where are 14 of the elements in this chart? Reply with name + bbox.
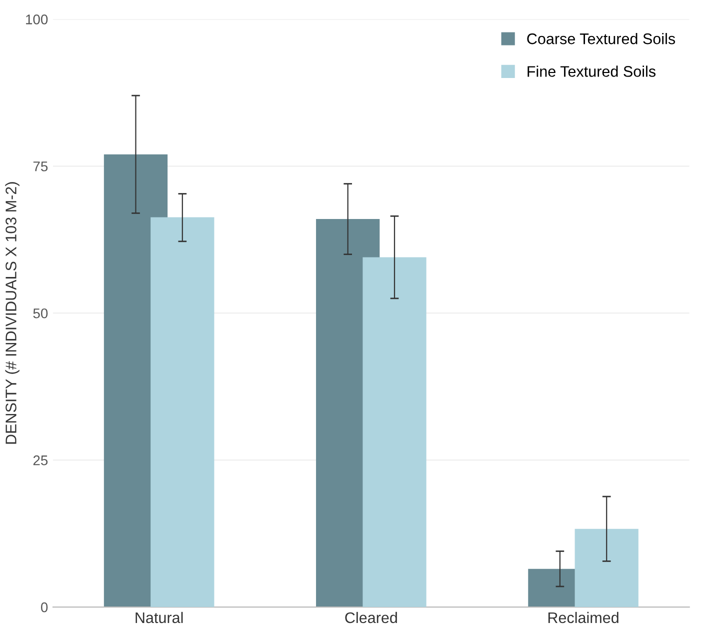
y-tick-label: 100: [26, 14, 48, 24]
y-tick-label: 75: [33, 162, 48, 172]
legend-label: Coarse Textured Soils: [527, 33, 676, 44]
y-tick-label: 25: [33, 455, 48, 466]
bar: [362, 257, 426, 608]
legend-label: Fine Textured Soils: [528, 66, 656, 77]
y-tick-label: 0: [40, 602, 48, 612]
bar: [574, 528, 638, 608]
y-tick-label: 50: [33, 308, 48, 318]
x-tick-label: Natural: [136, 612, 183, 624]
x-tick-label: Cleared: [345, 612, 397, 624]
y-axis-title: DENSITY (# INDIVIDUALS X 103 M-2): [5, 182, 20, 444]
bar: [150, 217, 214, 608]
x-tick-label: Reclaimed: [548, 612, 618, 624]
